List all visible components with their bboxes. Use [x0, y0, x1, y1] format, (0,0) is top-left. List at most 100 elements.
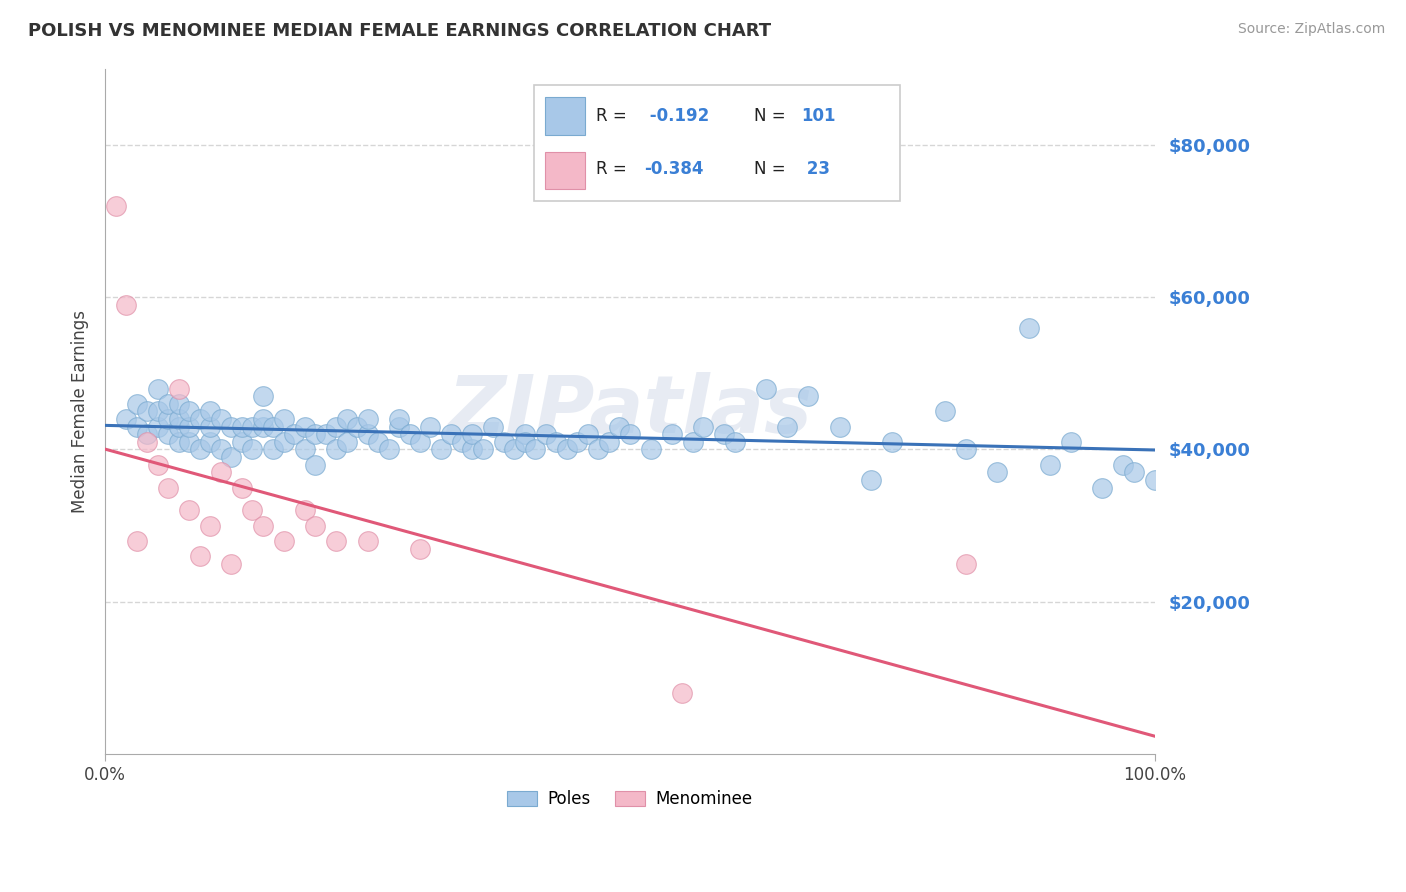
Point [797, 389, 820, 403]
Point [619, 427, 641, 442]
Point [188, 549, 211, 563]
Point [471, 442, 494, 457]
Point [252, 518, 274, 533]
Point [567, 434, 589, 449]
Point [304, 518, 326, 533]
Point [430, 442, 453, 457]
Point [955, 442, 977, 457]
Text: N =: N = [754, 161, 790, 178]
Point [356, 427, 378, 442]
FancyBboxPatch shape [534, 85, 900, 201]
Point [682, 434, 704, 449]
Point [304, 427, 326, 442]
Point [262, 442, 284, 457]
Point [125, 397, 148, 411]
Point [1039, 458, 1062, 472]
Text: -0.192: -0.192 [644, 107, 709, 125]
Point [388, 412, 411, 426]
Point [640, 442, 662, 457]
Point [115, 298, 138, 312]
Point [273, 434, 295, 449]
Point [776, 419, 799, 434]
Point [167, 397, 190, 411]
Point [240, 503, 263, 517]
Point [283, 427, 305, 442]
Y-axis label: Median Female Earnings: Median Female Earnings [72, 310, 89, 513]
Point [252, 419, 274, 434]
Point [136, 427, 159, 442]
Point [713, 427, 735, 442]
Point [576, 427, 599, 442]
Point [409, 541, 432, 556]
Point [367, 434, 389, 449]
Point [882, 434, 904, 449]
Point [294, 503, 316, 517]
Point [115, 412, 138, 426]
Point [955, 557, 977, 571]
FancyBboxPatch shape [546, 97, 585, 135]
Point [671, 686, 693, 700]
Point [388, 419, 411, 434]
Point [231, 481, 253, 495]
Point [325, 419, 347, 434]
Point [167, 419, 190, 434]
Point [188, 412, 211, 426]
Point [252, 412, 274, 426]
Point [219, 419, 242, 434]
Point [262, 419, 284, 434]
Point [1091, 481, 1114, 495]
Point [209, 412, 232, 426]
Point [219, 450, 242, 464]
Point [409, 434, 432, 449]
Point [934, 404, 956, 418]
Point [219, 557, 242, 571]
Text: 101: 101 [801, 107, 835, 125]
Point [146, 458, 169, 472]
Point [209, 442, 232, 457]
Point [513, 434, 536, 449]
Point [125, 419, 148, 434]
Point [294, 442, 316, 457]
FancyBboxPatch shape [546, 152, 585, 189]
Point [555, 442, 578, 457]
Point [167, 412, 190, 426]
Point [179, 434, 201, 449]
Point [546, 434, 568, 449]
Point [398, 427, 420, 442]
Text: POLISH VS MENOMINEE MEDIAN FEMALE EARNINGS CORRELATION CHART: POLISH VS MENOMINEE MEDIAN FEMALE EARNIN… [28, 22, 772, 40]
Text: ZIPatlas: ZIPatlas [447, 372, 813, 450]
Point [273, 533, 295, 548]
Text: Source: ZipAtlas.com: Source: ZipAtlas.com [1237, 22, 1385, 37]
Point [157, 481, 180, 495]
Point [356, 533, 378, 548]
Point [198, 518, 221, 533]
Point [325, 442, 347, 457]
Point [1059, 434, 1081, 449]
Legend: Poles, Menominee: Poles, Menominee [501, 783, 759, 814]
Point [198, 404, 221, 418]
Point [188, 442, 211, 457]
Point [346, 419, 368, 434]
Point [335, 434, 357, 449]
Text: N =: N = [754, 107, 790, 125]
Point [492, 434, 515, 449]
Point [240, 442, 263, 457]
Point [146, 419, 169, 434]
Point [524, 442, 547, 457]
Point [1122, 466, 1144, 480]
Point [440, 427, 463, 442]
Point [136, 434, 159, 449]
Point [356, 412, 378, 426]
Text: -0.384: -0.384 [644, 161, 703, 178]
Point [125, 533, 148, 548]
Point [157, 397, 180, 411]
Point [294, 419, 316, 434]
Point [986, 466, 1008, 480]
Point [534, 427, 557, 442]
Point [240, 419, 263, 434]
Point [1143, 473, 1166, 487]
Point [179, 419, 201, 434]
Point [325, 533, 347, 548]
Point [179, 503, 201, 517]
Point [588, 442, 610, 457]
